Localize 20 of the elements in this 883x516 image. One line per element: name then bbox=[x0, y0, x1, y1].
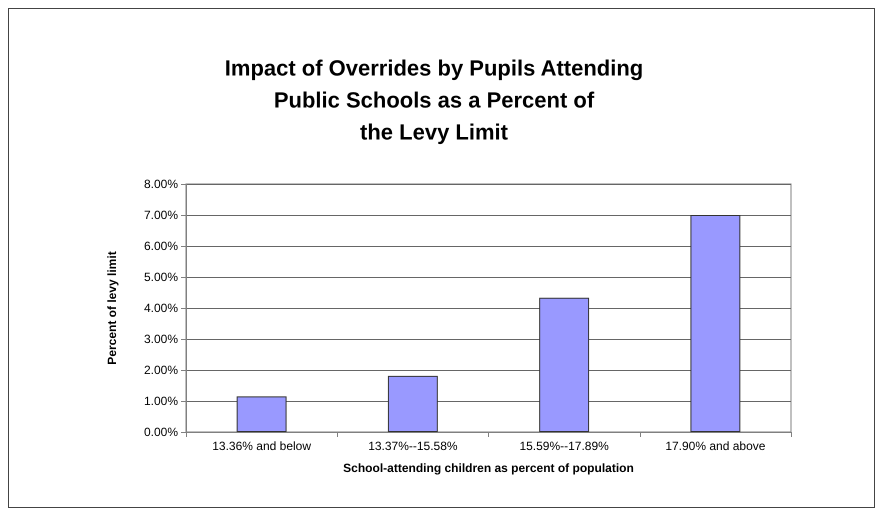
y-tick-label: 4.00% bbox=[144, 301, 178, 315]
y-tick-label: 5.00% bbox=[144, 270, 178, 284]
y-tick-label: 6.00% bbox=[144, 239, 178, 253]
y-axis-title: Percent of levy limit bbox=[105, 251, 119, 365]
y-tick-label: 8.00% bbox=[144, 177, 178, 191]
bar bbox=[388, 376, 438, 432]
y-tick-label: 1.00% bbox=[144, 394, 178, 408]
y-tick-label: 0.00% bbox=[144, 425, 178, 439]
chart-title: Impact of Overrides by Pupils Attending Public Schools as a Percent of the Levy Limit bbox=[224, 56, 644, 144]
y-tick-label: 3.00% bbox=[144, 332, 178, 346]
x-tick-label: 13.37%--15.58% bbox=[368, 439, 458, 453]
y-tick-label: 7.00% bbox=[144, 208, 178, 222]
x-axis-title: School-attending children as percent of population bbox=[343, 461, 634, 475]
y-tick-label: 2.00% bbox=[144, 363, 178, 377]
x-tick-label: 15.59%--17.89% bbox=[519, 439, 610, 453]
bar bbox=[539, 298, 590, 432]
bar bbox=[690, 215, 740, 432]
bar bbox=[236, 396, 287, 432]
x-tick-label: 17.90% and above bbox=[665, 439, 766, 453]
x-tick-label: 13.36% and below bbox=[212, 439, 312, 453]
